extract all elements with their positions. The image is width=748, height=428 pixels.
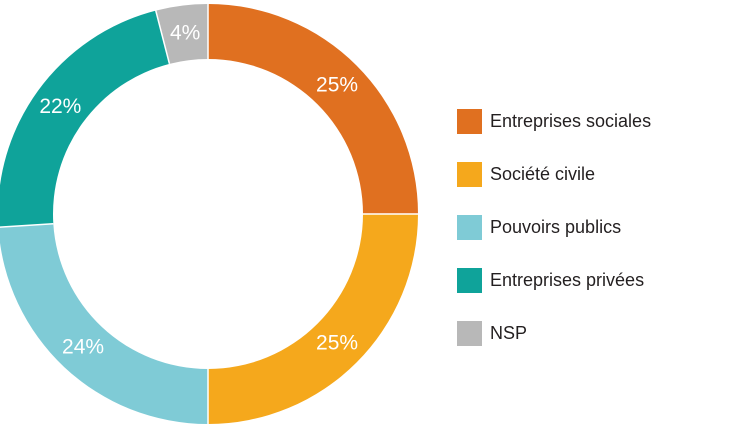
legend-item: Entreprises sociales: [457, 108, 651, 134]
legend-label: Entreprises privées: [490, 269, 645, 290]
legend-swatch: [457, 108, 482, 134]
legend-item: Entreprises privées: [457, 267, 651, 293]
slice-separator: [154, 9, 171, 65]
legend-item: Pouvoirs publics: [457, 214, 651, 240]
slice-separator: [0, 222, 54, 228]
legend-swatch: [457, 267, 482, 293]
slice-value-label: 24%: [62, 336, 104, 359]
slice-nsp: [155, 4, 208, 64]
slice-entreprises-priv-es: [0, 10, 170, 228]
slice-value-label: 22%: [39, 95, 81, 118]
legend-swatch: [457, 161, 482, 187]
legend-item: Société civile: [457, 161, 651, 187]
chart-legend: Entreprises sociales Société civile Pouvoi…: [457, 108, 651, 373]
legend-label: NSP: [490, 322, 528, 343]
legend-label: Pouvoirs publics: [490, 216, 622, 237]
slice-value-label: 25%: [316, 73, 358, 96]
slice-value-label: 4%: [170, 21, 200, 44]
legend-label: Entreprises sociales: [490, 110, 652, 131]
donut-slices: [0, 3, 419, 425]
legend-swatch: [457, 214, 482, 240]
slice-pouvoirs-publics: [0, 223, 208, 424]
legend-swatch: [457, 320, 482, 346]
legend-item: NSP: [457, 320, 651, 346]
donut-labels: 25% 25% 24% 22% 4%: [39, 21, 358, 358]
slice-value-label: 25%: [316, 332, 358, 355]
donut-chart: 25% 25% 24% 22% 4%: [0, 3, 419, 425]
slice-soci-t-civile: [208, 214, 418, 424]
slice-entreprises-sociales: [208, 4, 418, 214]
legend-label: Société civile: [490, 163, 596, 184]
